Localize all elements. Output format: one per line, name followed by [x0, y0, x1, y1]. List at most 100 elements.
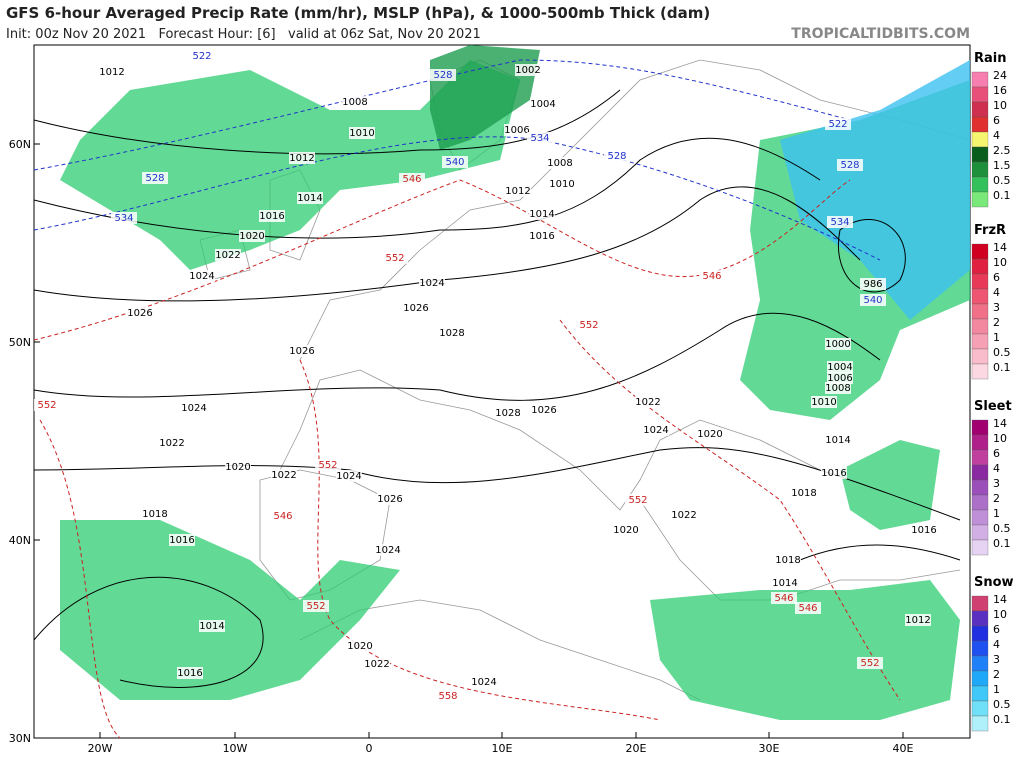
contour-label: 1016	[259, 211, 284, 222]
lon-label: 30E	[759, 742, 780, 755]
contour-label: 552	[306, 601, 325, 612]
contour-label: 1020	[697, 429, 722, 440]
label-bg	[795, 602, 821, 614]
label-bg	[495, 407, 521, 419]
contour-label: 1024	[471, 677, 496, 688]
contour-label: 1012	[905, 615, 930, 626]
legend-tick-label: 1.5	[993, 159, 1011, 172]
legend-tick-label: 10	[993, 432, 1007, 445]
legend-swatch	[971, 449, 989, 466]
contour-label: 1010	[349, 128, 374, 139]
contour-label: 1024	[419, 278, 444, 289]
label-bg	[529, 230, 555, 242]
label-bg	[827, 361, 853, 373]
legend-title: Sleet	[974, 399, 1012, 414]
contour-label: 1026	[127, 308, 152, 319]
legend-swatch	[971, 419, 989, 436]
contour-label: 528	[840, 160, 859, 171]
contour-label: 1016	[911, 525, 936, 536]
legend-tick-label: 0.5	[993, 174, 1011, 187]
legend-swatch	[971, 464, 989, 481]
lat-label: 60N	[9, 138, 31, 151]
contour-label: 986	[863, 279, 882, 290]
contour-label: 1010	[811, 397, 836, 408]
legend-swatch	[971, 116, 989, 133]
lon-label: 10W	[223, 742, 248, 755]
label-bg	[643, 424, 669, 436]
map: 1012100810101012101410161020102210241026…	[9, 44, 971, 755]
legend-tick-label: 16	[993, 84, 1007, 97]
contour-label: 1004	[530, 99, 555, 110]
legend-tick-label: 1	[993, 683, 1000, 696]
legend-tick-label: 0.1	[993, 361, 1011, 374]
legend-swatch	[971, 161, 989, 178]
legend-tick-label: 14	[993, 241, 1007, 254]
label-bg	[549, 178, 575, 190]
label-bg	[905, 614, 931, 626]
label-bg	[515, 64, 541, 76]
rain-area	[60, 520, 400, 700]
label-bg	[825, 434, 851, 446]
contour-label: 1026	[531, 405, 556, 416]
contour-label: 1016	[821, 468, 846, 479]
label-bg	[419, 277, 445, 289]
label-bg	[857, 657, 883, 669]
label-bg	[99, 66, 125, 78]
label-bg	[382, 252, 408, 264]
lat-label: 30N	[9, 732, 31, 745]
rain-area	[840, 440, 940, 530]
label-bg	[270, 510, 296, 522]
legend-tick-label: 10	[993, 99, 1007, 112]
lon-label: 10E	[492, 742, 513, 755]
legend-swatch	[971, 303, 989, 320]
legend-swatch	[971, 670, 989, 687]
label-bg	[377, 493, 403, 505]
contour-label: 1014	[772, 578, 797, 589]
contour-label: 1008	[342, 97, 367, 108]
contour-label: 1000	[825, 339, 850, 350]
legend-tick-label: 3	[993, 301, 1000, 314]
label-bg	[442, 156, 468, 168]
legend-swatch	[971, 131, 989, 148]
legend-tick-label: 14	[993, 593, 1007, 606]
label-bg	[215, 249, 241, 261]
legend-tick-label: 0.1	[993, 537, 1011, 550]
contour-label: 522	[828, 119, 847, 130]
legend-swatch	[971, 176, 989, 193]
contour-label: 546	[798, 603, 817, 614]
contour-label: 534	[114, 213, 133, 224]
legend-tick-label: 6	[993, 271, 1000, 284]
lat-label: 50N	[9, 336, 31, 349]
legend-swatch	[971, 685, 989, 702]
label-bg	[289, 345, 315, 357]
legend-swatch	[971, 625, 989, 642]
legend-swatch	[971, 539, 989, 556]
label-bg	[239, 230, 265, 242]
label-bg	[827, 372, 853, 384]
contour-label: 1012	[505, 186, 530, 197]
legend-swatch	[971, 146, 989, 163]
label-bg	[177, 667, 203, 679]
label-bg	[811, 396, 837, 408]
isobars	[33, 89, 961, 688]
label-bg	[531, 404, 557, 416]
label-bg	[159, 437, 185, 449]
legend-swatch	[971, 288, 989, 305]
legend: Rain241610642.51.50.50.1FrzR1410643210.5…	[971, 51, 1014, 732]
label-bg	[289, 152, 315, 164]
legend-tick-label: 1	[993, 331, 1000, 344]
legend-swatch	[971, 363, 989, 380]
legend-swatch	[971, 715, 989, 732]
label-bg	[529, 208, 555, 220]
label-bg	[399, 173, 425, 185]
contour-label: 546	[273, 511, 292, 522]
label-bg	[860, 278, 886, 290]
contour-label: 540	[863, 295, 882, 306]
contour-label: 1020	[347, 641, 372, 652]
label-bg	[772, 577, 798, 589]
legend-swatch	[971, 258, 989, 275]
legend-tick-label: 6	[993, 623, 1000, 636]
lat-label: 40N	[9, 534, 31, 547]
legend-title: Rain	[974, 51, 1007, 66]
